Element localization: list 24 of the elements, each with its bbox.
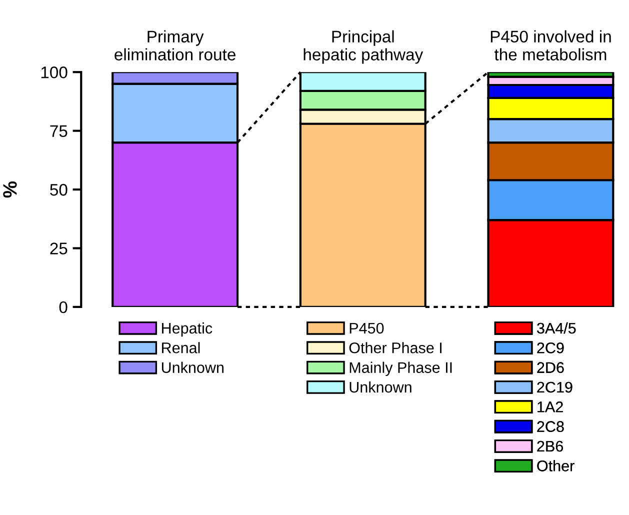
legend-label: 2D6 [537, 362, 564, 373]
x-tick-label: Primary elimination route [114, 30, 236, 60]
legend-label: 2B6 [537, 440, 563, 452]
y-tick-label: 100 [41, 66, 68, 78]
legend-label: Renal [162, 342, 200, 354]
x-tick-label: P450 involved in the metabolism [490, 30, 611, 60]
legend-label: Other Phase I [349, 342, 442, 354]
legend-label: Other [537, 460, 574, 472]
x-tick-label: Principal hepatic pathway [304, 30, 424, 64]
y-tick-label: 50 [50, 184, 68, 196]
legend-label: Unknown [350, 381, 412, 393]
y-tick-label: 25 [50, 242, 68, 254]
y-axis-title: % [3, 181, 17, 198]
y-tick-label: 75 [50, 125, 68, 138]
legend-label: 2C9 [537, 342, 564, 354]
legend-label: Mainly Phase II [350, 362, 452, 376]
legend-label: Hepatic [162, 322, 212, 337]
legend-label: P450 [350, 322, 384, 334]
legend-label: 2C8 [537, 421, 564, 432]
legend-label: Unknown [162, 362, 224, 373]
legend-label: 2C19 [537, 382, 572, 393]
legend-label: 1A2 [538, 401, 563, 412]
y-tick-label: 0 [59, 301, 68, 314]
legend-label: 3A4/5 [537, 322, 576, 334]
